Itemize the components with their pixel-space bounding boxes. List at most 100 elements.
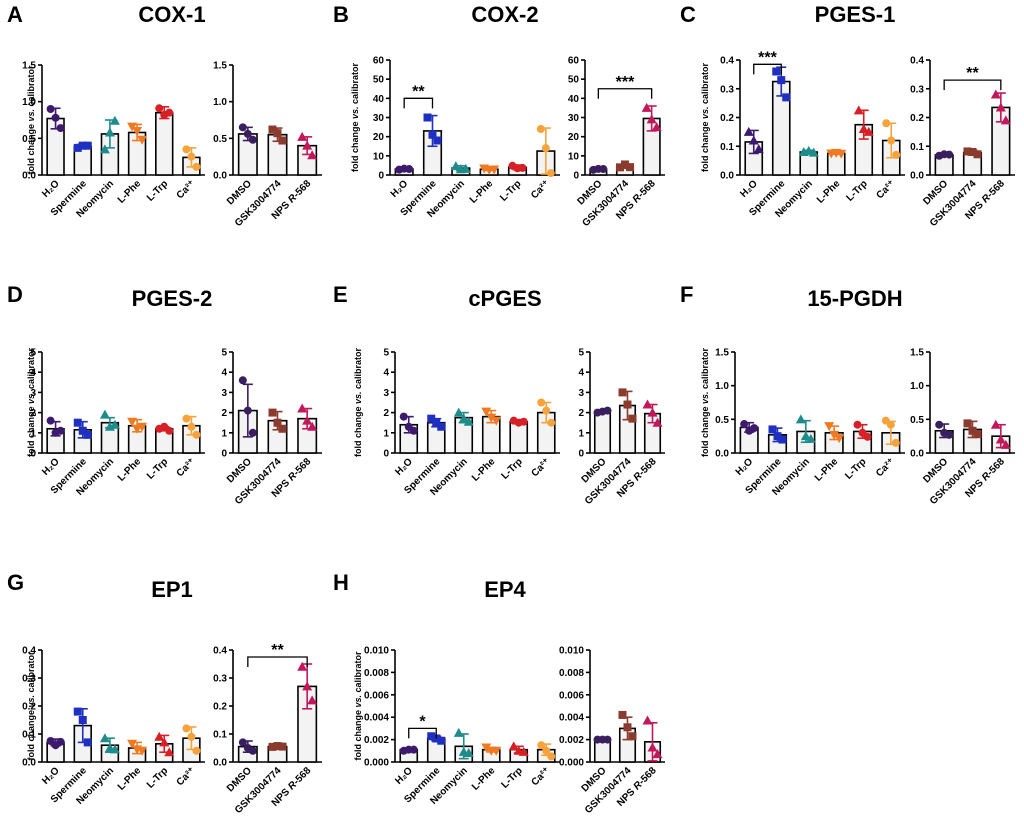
y-axis-label-D: fold change vs. calibrator [26, 347, 36, 457]
data-point [518, 746, 529, 756]
data-point [187, 732, 196, 741]
data-point [795, 414, 806, 424]
x-category-label: H₂O [393, 456, 415, 478]
data-point [768, 425, 777, 434]
x-category-label: H₂O [40, 765, 62, 787]
data-point [858, 124, 869, 133]
x-category-label: L-Phe [116, 765, 144, 793]
y-tick-label: 0.0 [22, 171, 36, 182]
panel-B: B COX-2 fold change vs. calibrator 0 10 20 30 4… [333, 2, 665, 229]
y-tick-label: 3 [221, 388, 227, 399]
data-point [127, 739, 138, 749]
y-tick-label: 50 [373, 75, 385, 86]
y-tick-label: 0.4 [720, 56, 734, 67]
data-point [302, 681, 313, 691]
data-point [273, 742, 282, 751]
data-point [165, 426, 174, 435]
data-point [618, 710, 627, 719]
y-axis-label-B: fold change vs. calibrator [350, 62, 360, 172]
data-point [642, 715, 653, 725]
y-tick-label: 50 [568, 75, 580, 86]
x-category-label: L-Trp [844, 178, 869, 203]
data-point [238, 376, 247, 385]
data-point [748, 135, 759, 145]
data-point [853, 420, 862, 429]
data-point [623, 723, 632, 732]
significance-label: * [419, 713, 426, 730]
y-tick-label: 30 [373, 113, 385, 124]
data-point [192, 430, 201, 439]
y-axis-label-H: fold change vs. calibrator [353, 651, 363, 761]
y-tick-label: 20 [568, 132, 580, 143]
y-tick-label: 0.0 [720, 171, 734, 182]
y-tick-label: 0.0 [910, 449, 924, 460]
data-point [51, 113, 60, 122]
y-tick-label: 2 [30, 408, 36, 419]
data-point [834, 434, 845, 444]
data-point [248, 135, 257, 144]
y-tick-label: 0.5 [910, 415, 924, 426]
data-point [1000, 439, 1011, 449]
data-point [433, 136, 442, 145]
x-category-label: DMSO [225, 178, 254, 207]
y-tick-label: 1.0 [910, 381, 924, 392]
y-tick-label: 0.3 [720, 84, 734, 95]
data-point [56, 124, 65, 133]
y-tick-label: 0 [383, 449, 389, 460]
data-point [137, 422, 148, 432]
data-point [853, 105, 864, 115]
data-point [192, 746, 201, 755]
x-category-label: L-Trp [499, 456, 524, 481]
data-point [238, 738, 247, 747]
data-point [541, 144, 550, 153]
panel-title: 15-PGDH [807, 286, 902, 311]
data-point [243, 406, 252, 415]
data-point [863, 126, 874, 136]
y-tick-label: 5 [383, 348, 389, 359]
y-tick-label: 0.008 [559, 668, 584, 679]
data-point [268, 408, 277, 417]
panel-title: EP4 [484, 577, 526, 602]
data-point [547, 752, 556, 761]
x-category-label: Ca²⁺ [175, 456, 198, 479]
data-point [518, 163, 527, 172]
data-point [159, 737, 170, 747]
y-tick-label: 10 [568, 151, 580, 162]
y-tick-label: 0.2 [22, 702, 36, 713]
panel-title: cPGES [468, 286, 541, 311]
y-tick-label: 1.5 [715, 348, 729, 359]
panel-letter: E [333, 282, 348, 307]
panel-letter: F [680, 282, 693, 307]
data-point [46, 105, 55, 113]
plot-H-1: 0.0000.0020.0040.0060.0080.010H₂OSpermin… [364, 646, 560, 807]
y-tick-label: 40 [568, 94, 580, 105]
data-point [453, 407, 464, 417]
y-tick-label: 4 [30, 368, 36, 379]
y-tick-label: 1 [221, 428, 227, 439]
data-point [155, 104, 164, 113]
data-point [248, 746, 257, 755]
x-category-label: L-Trp [145, 178, 170, 203]
data-point [892, 150, 901, 159]
panel-C: C PGES-1 fold change vs. calibrator 0.0 0.1 0… [680, 2, 1015, 229]
y-tick-label: 2 [221, 408, 227, 419]
x-category-label: L-Trp [145, 456, 170, 481]
significance-bracket [597, 88, 653, 99]
data-point [935, 420, 944, 429]
significance-label: ** [412, 83, 425, 100]
data-point [182, 414, 191, 423]
x-category-label: Ca²⁺ [175, 178, 198, 201]
data-point [99, 144, 110, 154]
data-point [805, 433, 816, 443]
y-tick-label: 10 [373, 151, 385, 162]
y-tick-label: 0.008 [364, 668, 389, 679]
data-point [427, 732, 436, 741]
panel-letter: A [7, 2, 23, 27]
data-point [743, 126, 754, 136]
